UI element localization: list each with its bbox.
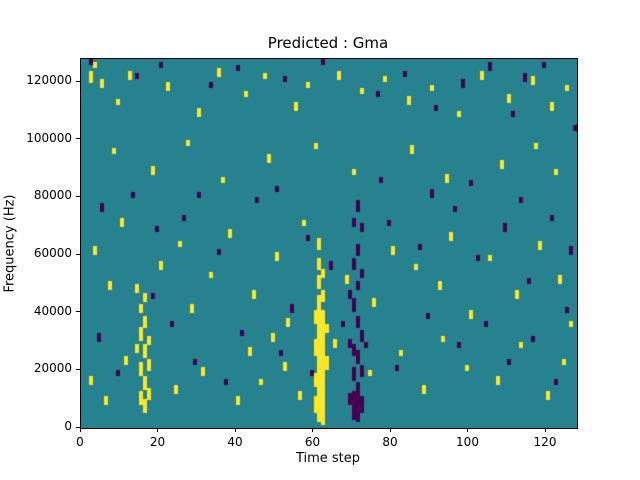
y-tick-mark	[76, 368, 80, 370]
y-tick-label: 120000	[26, 73, 72, 88]
x-tick-mark	[234, 428, 236, 432]
x-tick-mark	[312, 428, 313, 432]
x-tick-label: 120	[533, 435, 557, 449]
x-axis-label: Time step	[295, 451, 361, 466]
x-tick-label: 100	[456, 435, 479, 449]
x-tick-label: 60	[304, 435, 321, 449]
y-tick-mark	[76, 80, 80, 82]
x-tick-label: 0	[76, 435, 84, 449]
y-tick-label: 80000	[33, 188, 72, 203]
x-tick-mark	[79, 428, 81, 432]
y-tick-mark	[76, 253, 80, 255]
x-tick-mark	[544, 428, 546, 432]
x-tick-mark	[467, 428, 468, 432]
x-tick-mark	[389, 428, 391, 432]
x-tick-label: 20	[149, 435, 166, 449]
y-tick-label: 60000	[33, 246, 72, 261]
y-tick-label: 20000	[33, 361, 72, 376]
x-tick-label: 80	[382, 435, 398, 449]
x-tick-mark	[157, 428, 158, 432]
y-tick-mark	[76, 311, 80, 313]
heatmap-canvas	[81, 59, 577, 428]
plot-title: Predicted : Gma	[267, 34, 389, 52]
y-axis-label: Frequency (Hz)	[2, 194, 18, 293]
y-tick-label: 0	[64, 419, 72, 433]
y-tick-mark	[76, 426, 80, 428]
y-tick-mark	[76, 195, 80, 197]
plot-area	[80, 58, 578, 429]
y-tick-label: 40000	[33, 303, 72, 318]
y-tick-label: 100000	[26, 130, 72, 145]
x-tick-label: 40	[227, 435, 243, 449]
y-tick-mark	[76, 138, 80, 140]
